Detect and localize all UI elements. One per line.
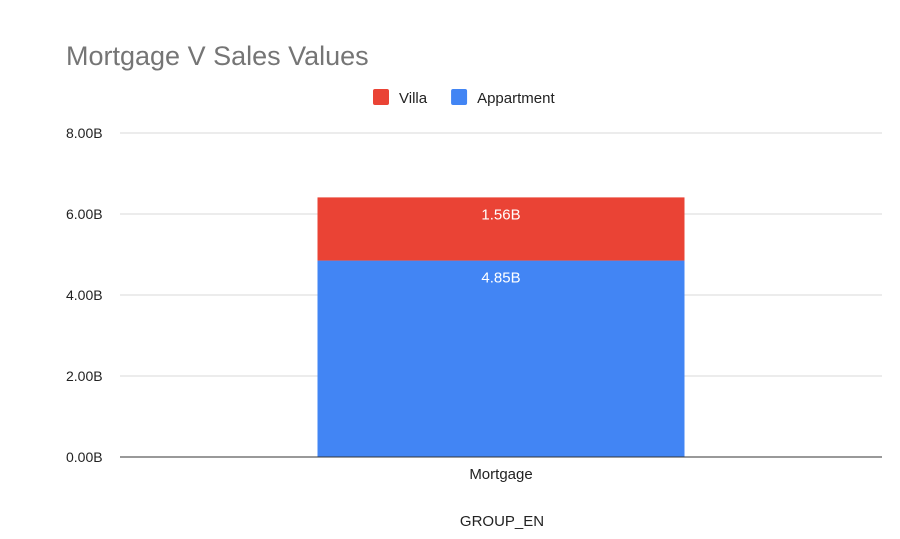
bar-villa xyxy=(317,197,685,261)
x-tick-label: Mortgage xyxy=(469,466,532,483)
legend-label-villa: Villa xyxy=(399,90,428,107)
legend-swatch-villa xyxy=(373,89,389,105)
data-label-villa: 1.56B xyxy=(481,206,520,223)
y-tick-label: 0.00B xyxy=(66,449,103,465)
data-label-appartment: 4.85B xyxy=(481,270,520,287)
y-tick-label: 8.00B xyxy=(66,125,103,141)
legend: Villa Appartment xyxy=(373,89,555,107)
y-axis-ticks: 0.00B 2.00B 4.00B 6.00B 8.00B xyxy=(66,125,103,465)
y-tick-label: 4.00B xyxy=(66,287,103,303)
legend-label-appartment: Appartment xyxy=(477,90,555,107)
bar-appartment xyxy=(317,260,685,457)
legend-swatch-appartment xyxy=(451,89,468,105)
y-tick-label: 2.00B xyxy=(66,368,103,384)
bars: 4.85B 1.56B xyxy=(120,197,882,458)
y-tick-label: 6.00B xyxy=(66,206,103,222)
chart-title: Mortgage V Sales Values xyxy=(66,41,369,71)
x-axis-ticks: Mortgage xyxy=(469,466,532,483)
x-axis-title: GROUP_EN xyxy=(460,513,544,530)
